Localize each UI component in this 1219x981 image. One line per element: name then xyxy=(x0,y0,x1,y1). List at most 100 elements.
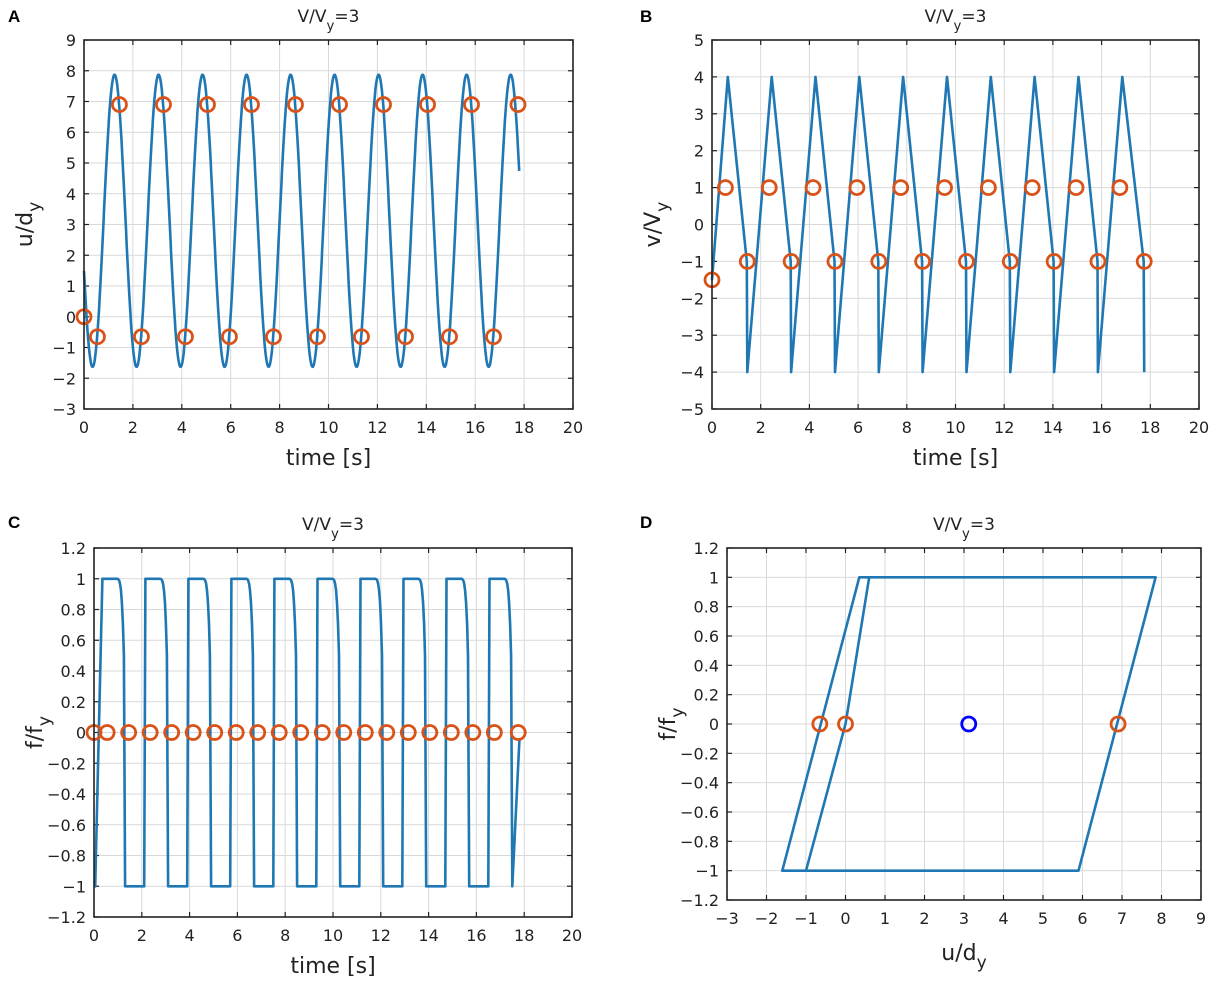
y-tick-label: 0.2 xyxy=(61,693,86,712)
chart-title-main: V/V xyxy=(933,515,962,535)
y-tick-label: 0.8 xyxy=(61,601,86,620)
y-tick-label: −2 xyxy=(680,289,704,308)
y-tick-label: −1.2 xyxy=(47,908,86,927)
x-tick-label: 18 xyxy=(514,418,534,437)
y-axis-label: v/Vy xyxy=(641,202,673,248)
y-tick-label: 1.2 xyxy=(694,539,719,558)
chart-title-main: V/V xyxy=(298,7,327,27)
y-tick-label: −5 xyxy=(680,400,704,419)
y-axis-label-main: f/f xyxy=(23,725,48,749)
y-tick-label: −0.4 xyxy=(47,785,86,804)
data-point-marker xyxy=(511,98,525,112)
x-tick-label: 18 xyxy=(514,926,534,945)
x-tick-label: 0 xyxy=(79,418,89,437)
y-tick-label: 0.6 xyxy=(694,627,719,646)
y-tick-label: 5 xyxy=(694,31,704,50)
x-tick-label: 4 xyxy=(185,926,195,945)
y-tick-label: −3 xyxy=(680,326,704,345)
y-tick-label: −1.2 xyxy=(680,891,719,910)
x-tick-label: 20 xyxy=(1189,418,1209,437)
x-tick-label: 2 xyxy=(128,418,138,437)
x-tick-label: 2 xyxy=(919,909,929,928)
x-tick-label: 9 xyxy=(1196,909,1206,928)
x-tick-label: 0 xyxy=(707,418,717,437)
x-tick-label: 10 xyxy=(318,418,338,437)
y-tick-label: −0.6 xyxy=(680,803,719,822)
x-tick-label: 14 xyxy=(416,418,436,437)
x-tick-label: 16 xyxy=(465,418,485,437)
figure: A V/Vy=30 2 4 6 8 10 12 14 16 18 20−3−2−10123456789… xyxy=(0,0,1219,981)
x-tick-label: 10 xyxy=(323,926,343,945)
y-tick-label: 6 xyxy=(66,123,76,142)
chart-title: V/Vy=3 xyxy=(302,515,364,542)
panel-b: B V/Vy=30 2 4 6 8 10 12 14 16 18 20−5−4−3−2−1012345… xyxy=(640,7,1209,471)
x-tick-label: −3 xyxy=(715,909,739,928)
y-axis-label: f/fy xyxy=(23,716,55,749)
y-tick-label: 0 xyxy=(66,308,76,327)
chart-title: V/Vy=3 xyxy=(925,7,987,34)
y-tick-label: 4 xyxy=(66,185,76,204)
panel-d: D V/Vy=3−3 −2 −1 0 1 2 3 4 5 6 7 8 9−1.2−1−0.8−0.6−0.… xyxy=(640,513,1206,973)
chart-title-sub: y xyxy=(954,19,962,34)
x-tick-label: 12 xyxy=(367,418,387,437)
x-tick-label: 4 xyxy=(804,418,814,437)
chart-title-main: V/V xyxy=(302,515,331,535)
y-tick-label: 0.2 xyxy=(694,686,719,705)
y-tick-label: −1 xyxy=(680,252,704,271)
x-tick-label: 18 xyxy=(1140,418,1160,437)
x-axis-label: time [s] xyxy=(913,446,998,471)
y-tick-label: −0.8 xyxy=(47,847,86,866)
y-tick-label: −0.2 xyxy=(680,744,719,763)
y-tick-label: 1 xyxy=(709,568,719,587)
y-tick-label: 0 xyxy=(694,216,704,235)
y-tick-label: 2 xyxy=(694,142,704,161)
x-tick-label: 12 xyxy=(371,926,391,945)
x-axis-label: u/dy xyxy=(941,941,986,973)
panel-c: C V/Vy=30 2 4 6 8 10 12 14 16 18 20−1.2−1−0.8−0.6−0… xyxy=(8,513,582,979)
x-tick-label: 6 xyxy=(1077,909,1087,928)
x-tick-label: 3 xyxy=(959,909,969,928)
x-axis-label-main: u/d xyxy=(941,941,976,966)
x-tick-label: 2 xyxy=(756,418,766,437)
panel-letter: A xyxy=(8,7,20,26)
x-tick-label: 4 xyxy=(998,909,1008,928)
x-tick-label: 14 xyxy=(1043,418,1063,437)
y-tick-label: 1 xyxy=(76,570,86,589)
y-tick-label: −3 xyxy=(52,400,76,419)
y-tick-label: −4 xyxy=(680,363,704,382)
panel-a: A V/Vy=30 2 4 6 8 10 12 14 16 18 20−3−2−10123456789… xyxy=(8,7,583,471)
y-tick-label: 0.6 xyxy=(61,631,86,650)
y-tick-label: 1 xyxy=(66,277,76,296)
y-axis-label-sub: y xyxy=(653,202,673,212)
x-tick-label: 8 xyxy=(1156,909,1166,928)
x-tick-label: 8 xyxy=(280,926,290,945)
y-tick-label: 2 xyxy=(66,246,76,265)
x-tick-label: 1 xyxy=(880,909,890,928)
chart-title: V/Vy=3 xyxy=(298,7,360,34)
x-tick-label: 5 xyxy=(1038,909,1048,928)
x-tick-label: −1 xyxy=(794,909,818,928)
y-tick-label: 0.4 xyxy=(694,656,719,675)
chart-title-tail: =3 xyxy=(970,515,995,535)
x-tick-label: −2 xyxy=(755,909,779,928)
x-tick-label: 7 xyxy=(1117,909,1127,928)
x-tick-label: 10 xyxy=(945,418,965,437)
y-axis-label-sub: y xyxy=(668,707,688,717)
chart-title: V/Vy=3 xyxy=(933,515,995,542)
x-tick-label: 6 xyxy=(853,418,863,437)
y-tick-label: 7 xyxy=(66,93,76,112)
x-tick-label: 6 xyxy=(232,926,242,945)
y-tick-label: −2 xyxy=(52,369,76,388)
y-tick-label: 0 xyxy=(709,715,719,734)
x-tick-label: 8 xyxy=(275,418,285,437)
y-tick-label: −1 xyxy=(695,862,719,881)
y-axis-label-main: u/d xyxy=(13,212,38,247)
y-tick-label: 9 xyxy=(66,31,76,50)
y-tick-label: 8 xyxy=(66,62,76,81)
y-tick-label: 5 xyxy=(66,154,76,173)
y-axis-label-sub: y xyxy=(25,202,45,212)
chart-title-tail: =3 xyxy=(961,7,986,27)
y-tick-label: 3 xyxy=(66,216,76,235)
x-tick-label: 0 xyxy=(89,926,99,945)
y-axis-label: f/fy xyxy=(656,707,688,740)
